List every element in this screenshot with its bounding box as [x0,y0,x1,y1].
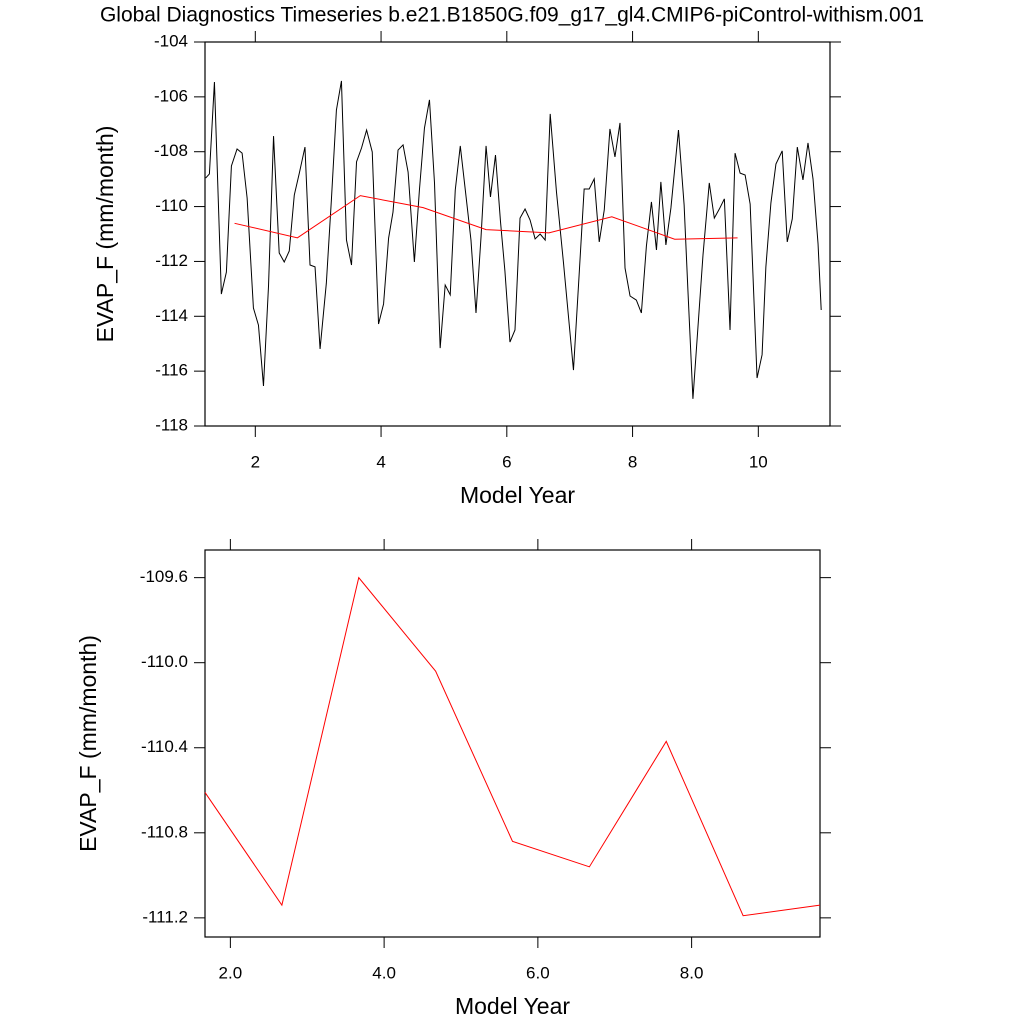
y-tick-label: -112 [155,251,188,270]
y-tick-label: -114 [155,306,188,325]
x-tick-label: 6 [502,452,511,471]
y-axis-label: EVAP_F (mm/month) [92,126,118,343]
x-tick-label: 10 [749,452,768,471]
y-tick-label: -108 [154,141,188,160]
x-tick-label: 2 [251,452,260,471]
plot-frame [204,41,831,427]
data-line [204,576,821,917]
y-axis-label: EVAP_F (mm/month) [75,635,101,852]
y-tick-label: -118 [155,415,188,434]
x-tick-label: 4 [376,452,385,471]
x-tick-label: 8.0 [680,963,704,982]
y-tick-label: -110.8 [141,822,188,841]
data-line [205,80,822,399]
y-tick-label: -110 [155,196,188,215]
x-tick-label: 4.0 [372,963,396,982]
y-tick-label: -109.6 [140,567,188,586]
x-tick-label: 2.0 [219,963,243,982]
plot-frame [204,549,821,938]
chart-title: Global Diagnostics Timeseries b.e21.B185… [100,4,924,27]
data-line [234,195,738,240]
y-tick-label: -104 [154,31,188,50]
y-tick-label: -110.0 [141,652,188,671]
y-tick-label: -116 [155,361,188,380]
x-tick-label: 8 [628,452,637,471]
x-tick-label: 6.0 [526,963,550,982]
y-tick-label: -106 [154,86,188,105]
x-axis-label: Model Year [455,993,570,1019]
y-tick-label: -110.4 [141,737,188,756]
x-axis-label: Model Year [460,482,575,508]
y-tick-label: -111.2 [142,907,188,926]
